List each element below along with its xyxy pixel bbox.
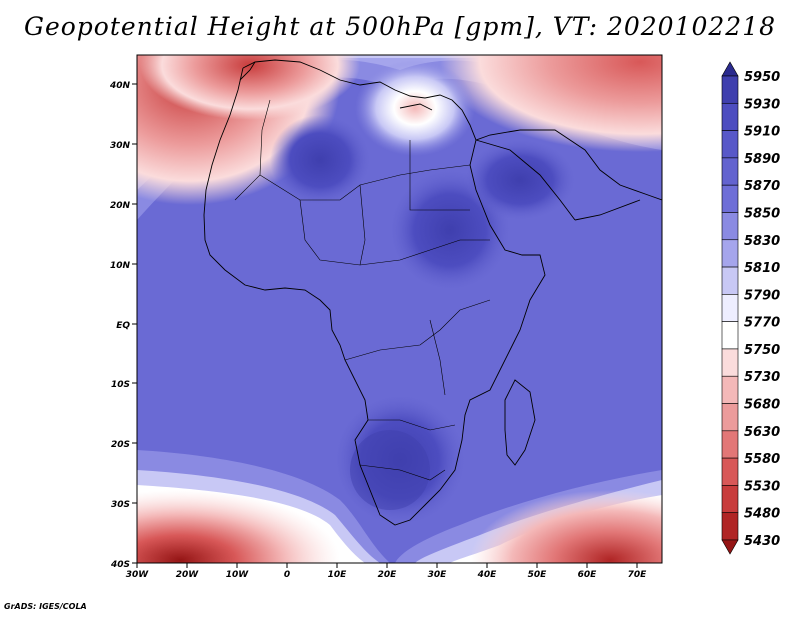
credit-text: GrADS: IGES/COLA [4,602,87,611]
colorbar-swatch [721,294,739,322]
lon-axis: 30W 20W 10W 0 10E 20E 30E 40E 50E 60E 70… [126,563,647,580]
colorbar-swatch [721,75,739,104]
lat-tick-label: 20N [110,201,131,211]
colorbar-swatch [721,348,739,377]
colorbar-label: 5910 [744,125,780,140]
lon-tick-label: 60E [578,570,598,580]
height-field [137,55,662,563]
colorbar-swatch [721,485,739,514]
lon-tick-label: 0 [284,570,290,580]
colorbar-swatch [721,212,739,241]
colorbar-swatch [721,157,739,186]
colorbar-label: 5770 [744,316,780,331]
colorbar-label: 5890 [744,152,780,167]
colorbar-label: 5830 [744,234,780,249]
colorbar: 5950 5930 5910 5890 5870 5850 5830 5810 5790 5770… [721,61,780,555]
chart-title: Geopotential Height at 500hPa [gpm], VT:… [23,12,777,41]
colorbar-label: 5950 [744,70,780,85]
colorbar-swatch [721,375,739,404]
lon-tick-label: 10W [226,570,250,580]
lat-tick-label: 10S [111,380,130,390]
colorbar-swatch [721,403,739,432]
lon-tick-label: 10E [328,570,348,580]
colorbar-label: 5580 [744,452,780,467]
colorbar-label: 5930 [744,97,780,112]
lat-tick-label: 30S [111,500,130,510]
colorbar-arrow-bottom [721,539,739,555]
colorbar-swatch [721,130,739,159]
lon-tick-label: 30E [428,570,448,580]
coastlines [203,59,662,526]
lat-tick-label: 30N [110,141,131,151]
colorbar-swatch [721,239,739,268]
lat-tick-label: 40N [109,81,131,91]
colorbar-label: 5750 [744,343,780,358]
colorbar-label: 5680 [744,398,780,413]
colorbar-label: 5480 [744,507,780,522]
colorbar-label: 5810 [744,261,780,276]
colorbar-swatch [721,321,739,350]
colorbar-swatch [721,512,739,541]
lat-tick-label: EQ [116,321,130,331]
lat-tick-label: 10N [110,261,131,271]
colorbar-label: 5790 [744,288,780,303]
lon-tick-label: 20W [176,570,200,580]
colorbar-swatch [721,102,739,131]
colorbar-swatch [721,184,739,213]
lon-tick-label: 70E [628,570,648,580]
lon-tick-label: 30W [126,570,150,580]
lon-tick-label: 20E [378,570,398,580]
colorbar-label: 5870 [744,179,780,194]
colorbar-label: 5430 [744,534,780,549]
colorbar-swatch [721,430,739,459]
lat-axis: 40N 30N 20N 10N EQ 10S 20S 30S 40S [109,81,137,570]
map-frame [136,54,663,564]
lat-tick-label: 20S [111,440,130,450]
colorbar-label: 5630 [744,425,780,440]
colorbar-arrow-top [721,61,739,77]
colorbar-swatch [721,457,739,486]
colorbar-label: 5530 [744,479,780,494]
lon-tick-label: 40E [477,570,498,580]
colorbar-label: 5730 [744,370,780,385]
colorbar-swatch [721,266,739,295]
lon-tick-label: 50E [528,570,548,580]
lat-tick-label: 40S [110,560,130,570]
colorbar-label: 5850 [744,206,780,221]
